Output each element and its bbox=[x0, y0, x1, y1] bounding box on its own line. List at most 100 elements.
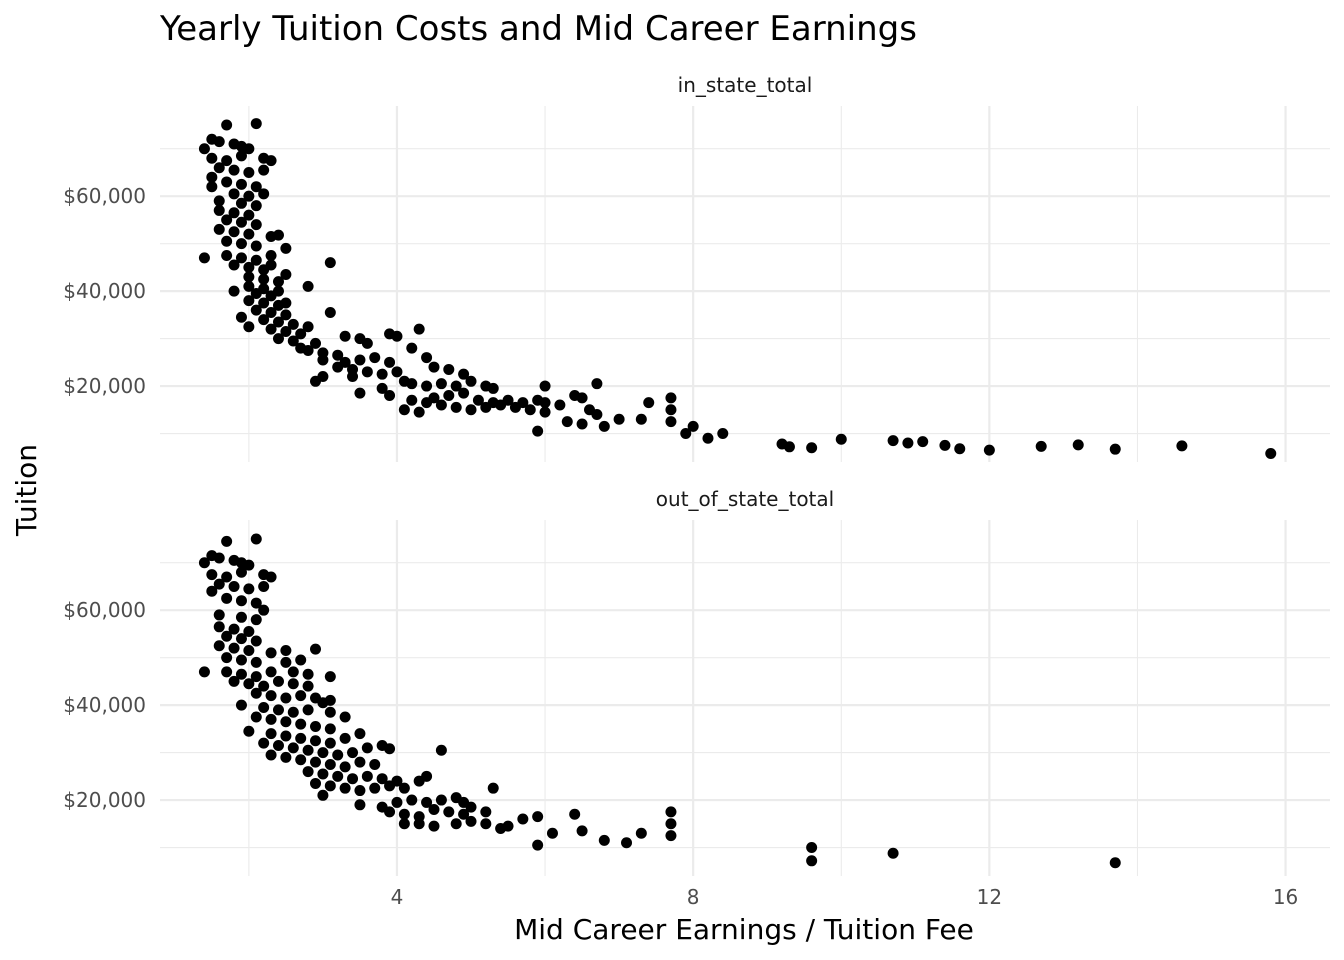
data-point bbox=[398, 782, 410, 794]
data-point bbox=[465, 404, 477, 416]
data-point bbox=[295, 690, 307, 702]
data-point bbox=[954, 443, 966, 455]
data-point bbox=[221, 571, 233, 583]
data-point bbox=[443, 806, 455, 818]
data-point bbox=[213, 609, 225, 621]
data-point bbox=[643, 397, 655, 409]
data-point bbox=[265, 728, 277, 740]
data-point bbox=[221, 235, 233, 247]
data-point bbox=[272, 316, 284, 328]
data-point bbox=[250, 533, 262, 545]
data-point bbox=[295, 654, 307, 666]
data-point bbox=[361, 742, 373, 754]
data-point bbox=[302, 321, 314, 333]
data-point bbox=[287, 335, 299, 347]
data-point bbox=[354, 354, 366, 366]
data-point bbox=[250, 597, 262, 609]
data-point bbox=[280, 656, 292, 668]
data-point bbox=[310, 735, 322, 747]
y-tick-label: $60,000 bbox=[63, 598, 146, 622]
data-point bbox=[250, 219, 262, 231]
data-point bbox=[539, 380, 551, 392]
data-point bbox=[235, 595, 247, 607]
data-point bbox=[250, 200, 262, 212]
data-point bbox=[206, 181, 218, 193]
data-point bbox=[598, 420, 610, 432]
y-tick-label: $40,000 bbox=[63, 279, 146, 303]
data-point bbox=[265, 571, 277, 583]
data-point bbox=[221, 214, 233, 226]
data-point bbox=[687, 420, 699, 432]
data-point bbox=[398, 818, 410, 830]
data-point bbox=[428, 804, 440, 816]
data-point bbox=[235, 197, 247, 209]
data-point bbox=[1109, 443, 1121, 455]
data-point bbox=[302, 766, 314, 778]
data-point bbox=[258, 164, 270, 176]
data-point bbox=[221, 630, 233, 642]
data-point bbox=[265, 323, 277, 335]
data-point bbox=[324, 723, 336, 735]
data-point bbox=[591, 409, 603, 421]
data-point bbox=[258, 580, 270, 592]
data-point bbox=[554, 399, 566, 411]
facet-strip-label: out_of_state_total bbox=[656, 487, 834, 511]
data-point bbox=[280, 325, 292, 337]
data-point bbox=[354, 785, 366, 797]
data-point bbox=[228, 623, 240, 635]
data-point bbox=[287, 742, 299, 754]
data-point bbox=[324, 780, 336, 792]
data-point bbox=[480, 806, 492, 818]
data-point bbox=[258, 680, 270, 692]
data-point bbox=[243, 626, 255, 638]
data-point bbox=[1035, 440, 1047, 452]
data-point bbox=[258, 188, 270, 200]
data-point bbox=[221, 592, 233, 604]
data-point bbox=[213, 195, 225, 207]
data-point bbox=[295, 754, 307, 766]
data-point bbox=[235, 668, 247, 680]
data-point bbox=[317, 747, 329, 759]
data-point bbox=[598, 834, 610, 846]
data-point bbox=[635, 413, 647, 425]
data-point bbox=[213, 223, 225, 235]
x-tick-label: 8 bbox=[687, 885, 700, 909]
data-point bbox=[384, 806, 396, 818]
data-point bbox=[310, 720, 322, 732]
data-point bbox=[280, 269, 292, 281]
data-point bbox=[221, 535, 233, 547]
data-point bbox=[1265, 447, 1277, 459]
data-point bbox=[228, 259, 240, 271]
data-point bbox=[228, 675, 240, 687]
data-point bbox=[206, 585, 218, 597]
data-point bbox=[265, 259, 277, 271]
data-point bbox=[421, 380, 433, 392]
data-point bbox=[250, 656, 262, 668]
data-point bbox=[250, 687, 262, 699]
data-point bbox=[235, 699, 247, 711]
data-point bbox=[376, 773, 388, 785]
data-point bbox=[458, 808, 470, 820]
data-point bbox=[235, 252, 247, 264]
data-point bbox=[391, 366, 403, 378]
data-point bbox=[347, 773, 359, 785]
data-point bbox=[665, 404, 677, 416]
data-point bbox=[384, 743, 396, 755]
data-point bbox=[287, 706, 299, 718]
data-point bbox=[258, 701, 270, 713]
data-point bbox=[324, 706, 336, 718]
data-point bbox=[361, 366, 373, 378]
data-point bbox=[250, 671, 262, 683]
data-point bbox=[502, 820, 514, 832]
data-point bbox=[221, 119, 233, 131]
data-point bbox=[435, 378, 447, 390]
data-point bbox=[272, 276, 284, 288]
data-point bbox=[458, 368, 470, 380]
data-point bbox=[406, 394, 418, 406]
data-point bbox=[280, 692, 292, 704]
data-point bbox=[435, 744, 447, 756]
data-point bbox=[228, 207, 240, 219]
data-point bbox=[369, 352, 381, 364]
data-point bbox=[250, 614, 262, 626]
